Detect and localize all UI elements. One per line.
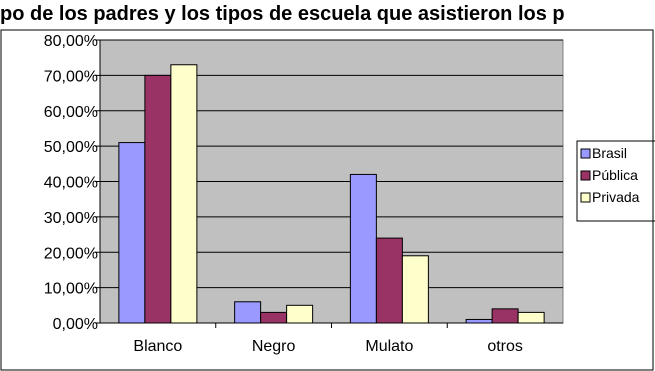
legend-label-privada: Privada <box>592 189 640 205</box>
legend-swatch-pública <box>580 170 591 181</box>
bar-brasil-otros <box>465 318 493 324</box>
bar-privada-otros <box>517 311 545 324</box>
axes <box>95 39 563 328</box>
x-category-label: Negro <box>252 338 296 355</box>
x-category-label: otros <box>487 338 523 355</box>
bar-privada-mulato <box>401 255 429 324</box>
y-tick-label: 30,00% <box>44 210 98 227</box>
y-tick-label: 10,00% <box>44 281 98 298</box>
bar-privada-blanco <box>170 64 198 324</box>
y-tick-label: 0,00% <box>53 316 98 333</box>
legend-swatch-brasil <box>580 148 591 159</box>
y-tick-label: 70,00% <box>44 68 98 85</box>
y-tick-labels: 0,00% 10,00% 20,00% 30,00% 40,00% 50,00% 60,00… <box>44 33 98 333</box>
x-category-labels: Blanco Negro Mulato otros <box>133 338 523 355</box>
legend-swatch-privada <box>580 192 591 203</box>
legend: Brasil Pública Privada <box>576 140 655 222</box>
bar-brasil-mulato <box>349 173 377 324</box>
bar-pública-blanco <box>144 74 172 324</box>
bar-pública-negro <box>260 311 288 324</box>
bar-pública-otros <box>491 308 519 324</box>
bar-brasil-blanco <box>118 142 146 324</box>
bar-pública-mulato <box>375 237 403 324</box>
y-tick-label: 60,00% <box>44 104 98 121</box>
y-tick-label: 40,00% <box>44 175 98 192</box>
y-tick-label: 50,00% <box>44 139 98 156</box>
y-tick-label: 80,00% <box>44 33 98 50</box>
bar-brasil-negro <box>234 301 262 324</box>
x-category-label: Mulato <box>365 338 413 355</box>
bars <box>118 64 545 324</box>
legend-label-pública: Pública <box>592 167 638 183</box>
bar-privada-negro <box>286 304 314 324</box>
chart-frame <box>0 29 654 371</box>
chart-title: po de los padres y los tipos de escuela … <box>0 3 565 25</box>
legend-label-brasil: Brasil <box>592 145 627 161</box>
x-category-label: Blanco <box>133 338 182 355</box>
y-tick-label: 20,00% <box>44 245 98 262</box>
